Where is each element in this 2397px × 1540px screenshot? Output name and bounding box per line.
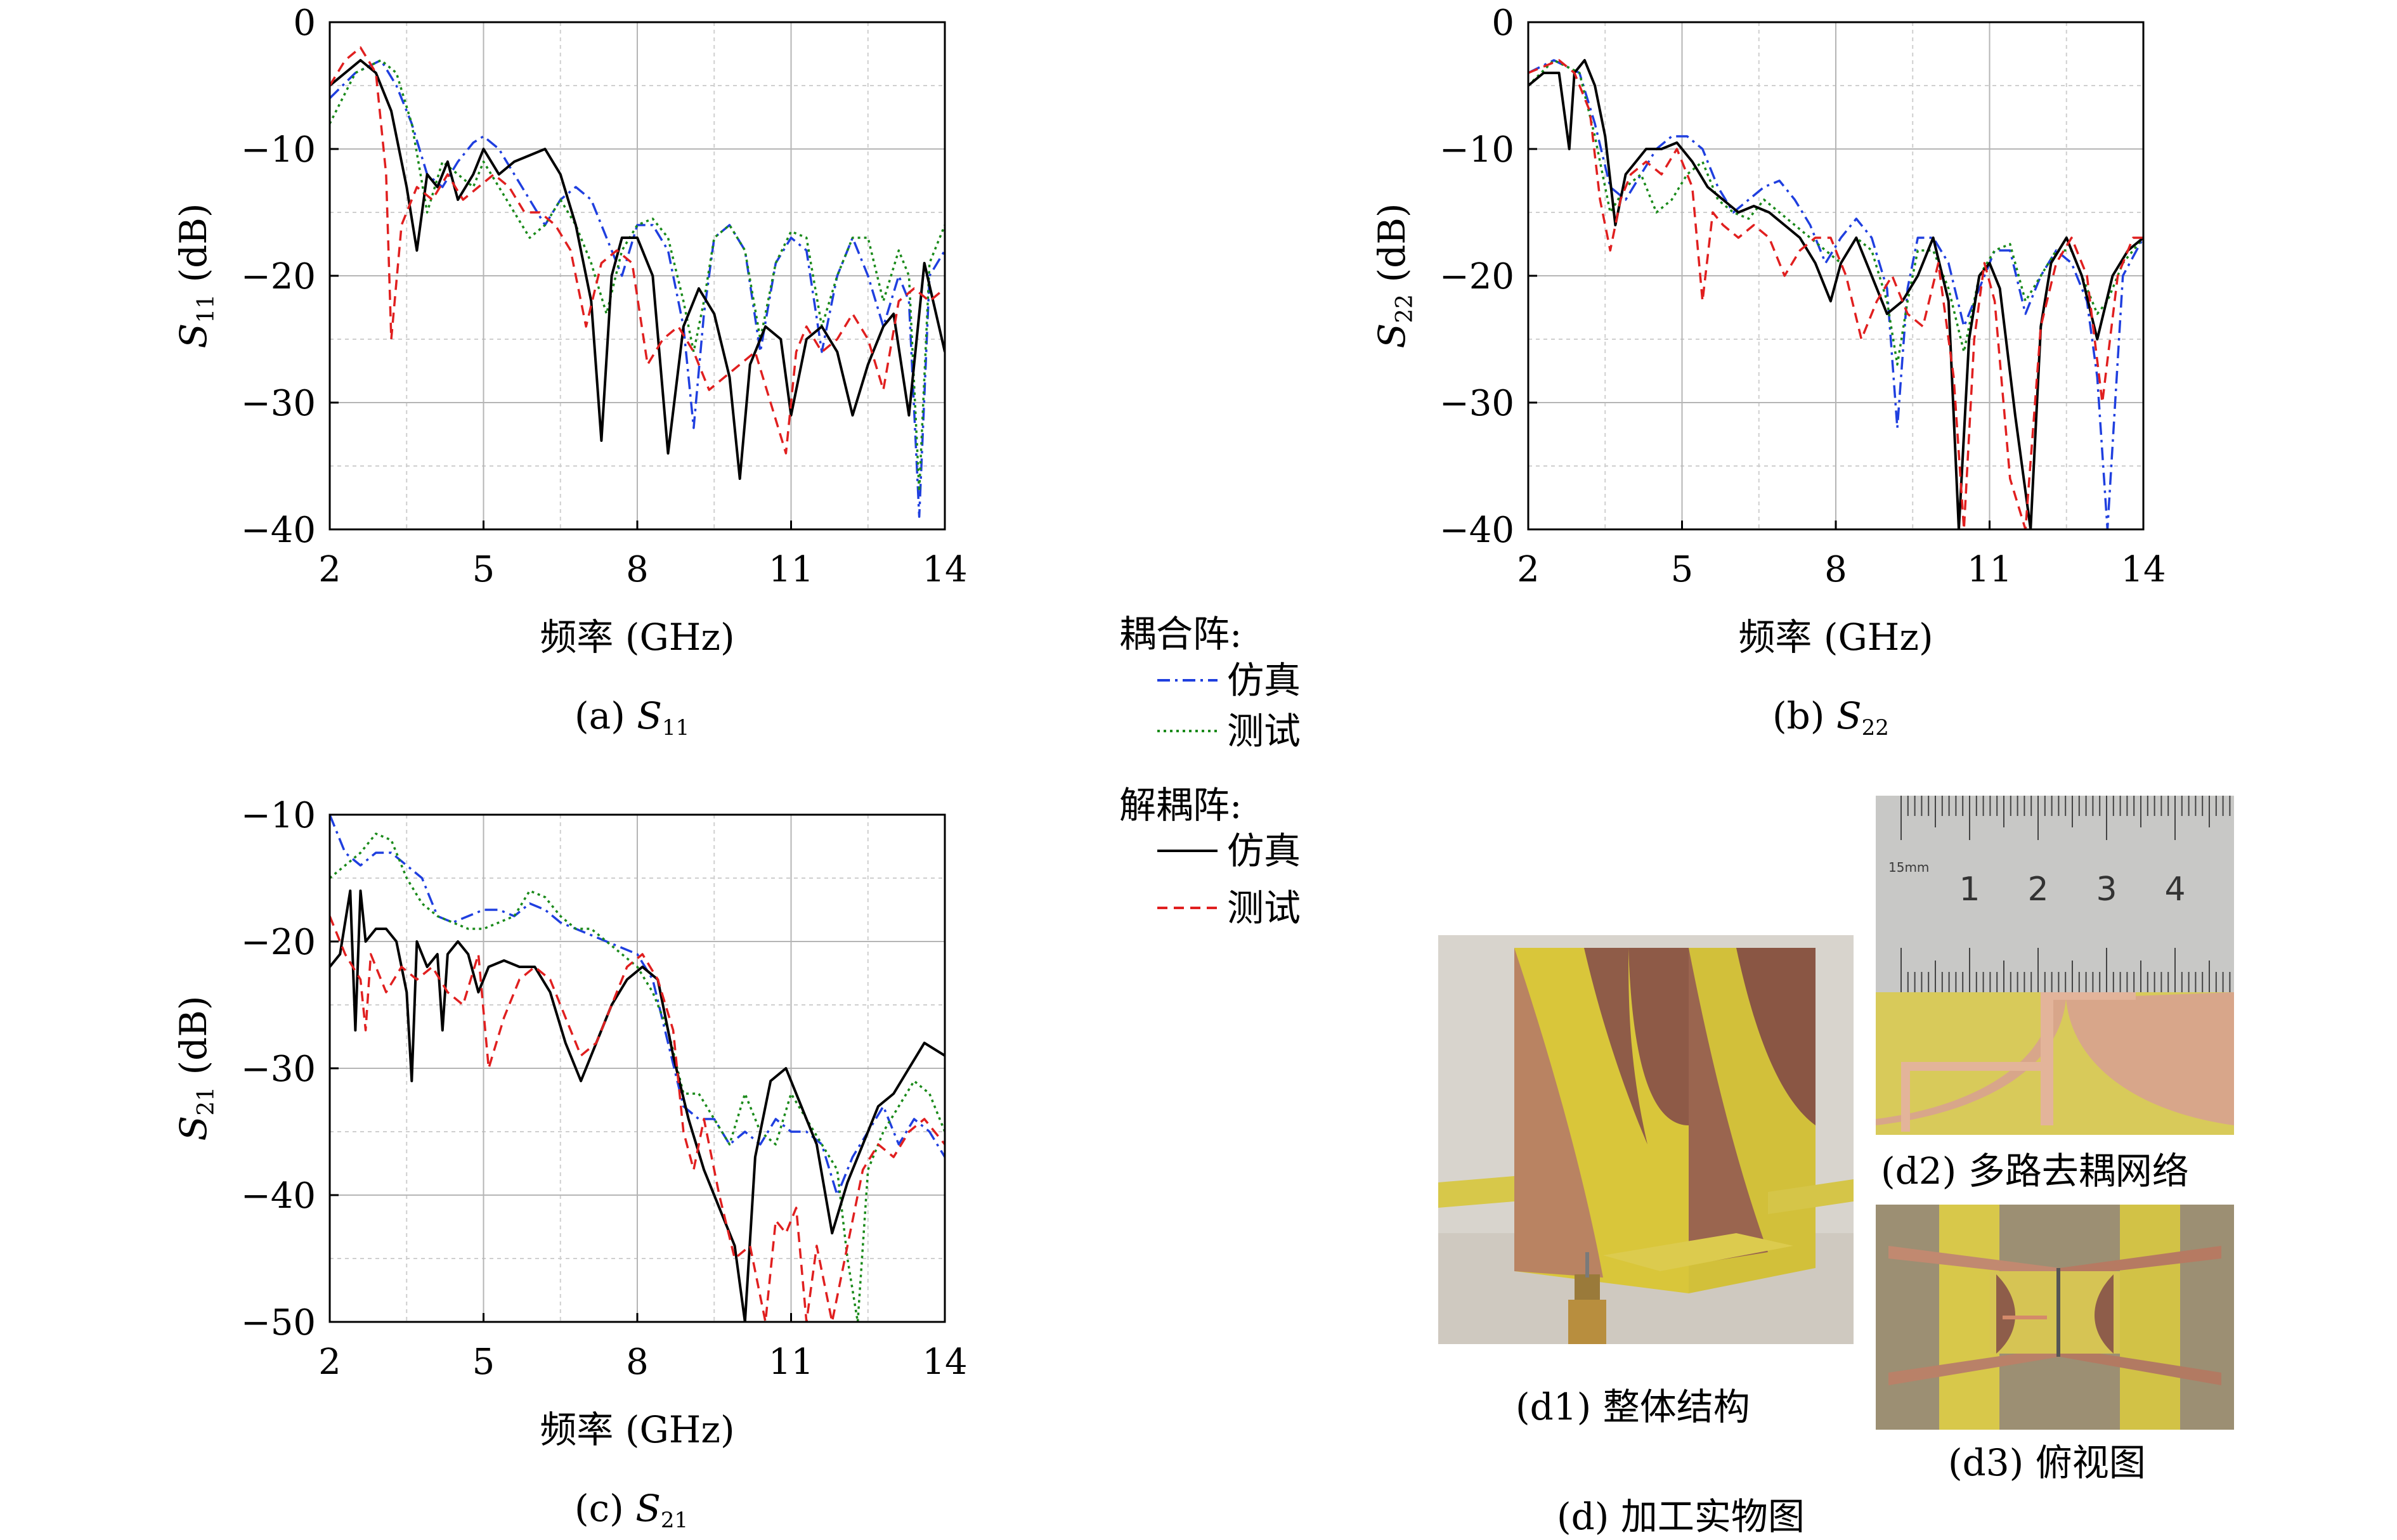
caption-b-sub: 22 <box>1861 715 1889 741</box>
ruler-number: 4 <box>2164 870 2185 909</box>
caption-c-prefix: (c) <box>575 1487 636 1530</box>
caption-a-sym: S <box>637 694 663 737</box>
x-tick-label: 14 <box>2121 549 2166 590</box>
x-tick-label: 5 <box>472 1342 495 1383</box>
caption-d3: (d3) 俯视图 <box>1948 1441 2146 1484</box>
chart-s11-ylabel: S11 (dB) <box>172 204 219 349</box>
legend-group-title-decoupled: 解耦阵: <box>1119 784 1242 827</box>
ruler-number: 5 <box>2233 870 2234 909</box>
chart-s22: 2 5 8 11 14 0 −10 −20 −30 −40 频率 (GHz) S22 (dB) <box>1370 3 2166 659</box>
x-tick-label: 5 <box>472 549 495 590</box>
chart-s21-grid <box>329 814 945 1323</box>
series-b-3 <box>1528 59 2143 529</box>
chart-s21-ylabel: S21 (dB) <box>172 996 219 1141</box>
legend: 耦合阵: 仿真 测试 解耦阵: 仿真 测试 <box>1119 612 1301 929</box>
ruler-number: 3 <box>2096 870 2117 909</box>
y-tick-label: −50 <box>241 1302 316 1343</box>
x-tick-label: 11 <box>769 549 814 590</box>
ruler-number: 2 <box>2027 870 2048 909</box>
legend-label-coupled-meas: 测试 <box>1227 709 1301 753</box>
x-tick-label: 2 <box>318 1342 341 1383</box>
caption-c: (c) S21 <box>575 1487 688 1533</box>
series-c-2 <box>330 890 945 1322</box>
y-tick-label: −10 <box>1439 129 1514 171</box>
x-tick-label: 2 <box>318 549 341 590</box>
y-tick-label: −30 <box>241 383 316 424</box>
y-tick-label: −40 <box>1439 510 1514 551</box>
x-tick-label: 11 <box>1967 549 2012 590</box>
ruler-ticks <box>1900 796 2231 992</box>
series-a-0 <box>330 59 945 518</box>
series-b-2 <box>1528 59 2143 529</box>
ruler-numbers: 1 2 3 4 5 <box>1959 870 2234 909</box>
chart-s11-ticks: 2 5 8 11 14 0 −10 −20 −30 −40 <box>241 3 968 590</box>
series-c-0 <box>330 815 945 1196</box>
x-tick-label: 14 <box>922 549 967 590</box>
y-tick-label: −30 <box>1439 383 1514 424</box>
caption-d: (d) 加工实物图 <box>1557 1495 1805 1538</box>
caption-b: (b) S22 <box>1772 694 1889 741</box>
photo-d2-decoupling-network: 15mm 1 2 3 4 5 <box>1876 796 2234 1135</box>
y-tick-label: −30 <box>241 1049 316 1090</box>
x-tick-label: 14 <box>922 1342 967 1383</box>
ruler-number: 1 <box>1959 870 1980 909</box>
chart-s22-ylabel: S22 (dB) <box>1370 204 1418 349</box>
legend-label-coupled-sim: 仿真 <box>1227 659 1301 702</box>
y-tick-label: 0 <box>293 3 316 44</box>
caption-b-prefix: (b) <box>1772 694 1836 737</box>
x-tick-label: 8 <box>1824 549 1847 590</box>
caption-d2: (d2) 多路去耦网络 <box>1881 1149 2189 1193</box>
y-tick-label: −20 <box>241 922 316 963</box>
series-a-1 <box>330 59 945 493</box>
chart-s11: 2 5 8 11 14 0 −10 −20 −30 −40 频率 (GHz) S11 (dB) <box>172 3 968 659</box>
y-tick-label: −20 <box>1439 256 1514 297</box>
chart-s22-series <box>1528 59 2143 529</box>
caption-a: (a) S11 <box>575 694 689 741</box>
x-tick-label: 2 <box>1517 549 1540 590</box>
x-tick-label: 8 <box>626 549 649 590</box>
chart-s22-ticks: 2 5 8 11 14 0 −10 −20 −30 −40 <box>1439 3 2166 590</box>
caption-c-sub: 21 <box>660 1508 689 1533</box>
y-tick-label: −10 <box>241 129 316 171</box>
caption-d1: (d1) 整体结构 <box>1516 1385 1750 1428</box>
legend-label-decoupled-sim: 仿真 <box>1227 829 1301 872</box>
y-tick-label: −40 <box>241 510 316 551</box>
y-tick-label: −10 <box>241 795 316 836</box>
chart-s11-series <box>330 46 945 518</box>
y-tick-label: 0 <box>1491 3 1514 44</box>
photo-d3-top-view <box>1876 1205 2234 1430</box>
x-tick-label: 8 <box>626 1342 649 1383</box>
chart-s11-grid <box>329 22 945 530</box>
series-a-2 <box>330 59 945 480</box>
legend-label-decoupled-meas: 测试 <box>1227 886 1301 929</box>
series-b-0 <box>1528 59 2143 529</box>
chart-s21-ticks: 2 5 8 11 14 −10 −20 −30 −40 −50 <box>241 795 968 1383</box>
y-tick-label: −20 <box>241 256 316 297</box>
chart-s22-xlabel: 频率 (GHz) <box>1738 616 1933 659</box>
series-c-3 <box>330 916 945 1322</box>
chart-s22-grid <box>1528 22 2144 530</box>
chart-s21-series <box>330 815 945 1322</box>
x-tick-label: 11 <box>769 1342 814 1383</box>
chart-s21-xlabel: 频率 (GHz) <box>540 1408 734 1451</box>
caption-a-sub: 11 <box>662 715 690 741</box>
photo-d1-overall-structure <box>1438 935 1854 1344</box>
caption-c-sym: S <box>635 1487 661 1530</box>
y-tick-label: −40 <box>241 1175 316 1217</box>
series-a-3 <box>330 46 945 455</box>
chart-s21: 2 5 8 11 14 −10 −20 −30 −40 −50 频率 (GHz) S21 (dB) <box>172 795 968 1451</box>
legend-group-title-coupled: 耦合阵: <box>1119 612 1242 656</box>
ruler-unit-label: 15mm <box>1888 860 1929 875</box>
caption-a-prefix: (a) <box>575 694 637 737</box>
caption-b-sym: S <box>1836 694 1862 737</box>
x-tick-label: 5 <box>1671 549 1694 590</box>
chart-s11-xlabel: 频率 (GHz) <box>540 616 734 659</box>
